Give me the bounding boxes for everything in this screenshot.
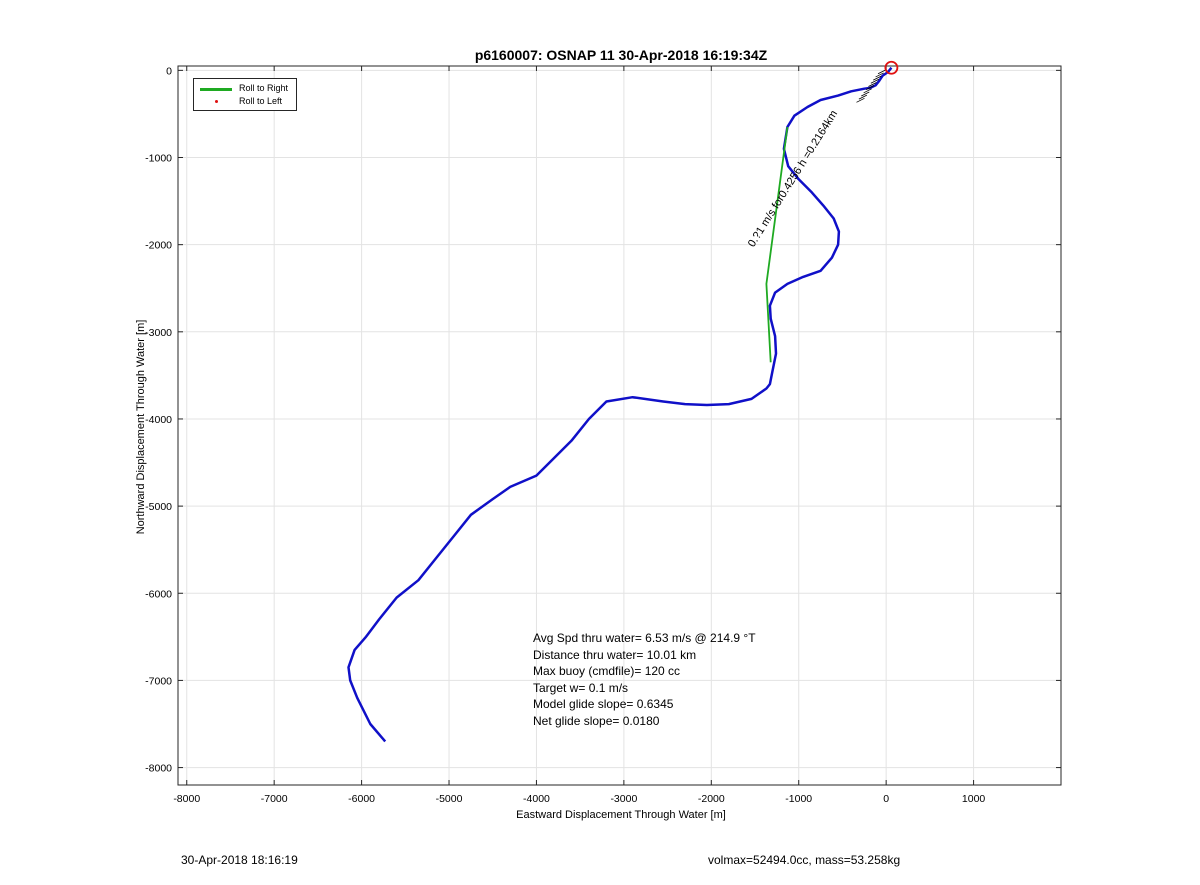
y-tick-label: -3000 — [145, 327, 172, 339]
x-axis-label: Eastward Displacement Through Water [m] — [516, 809, 726, 821]
grid-lines — [178, 66, 1061, 785]
x-tick-label: -8000 — [173, 793, 200, 805]
y-axis-label: Northward Displacement Through Water [m] — [135, 320, 147, 535]
y-axis: 0 -1000 -2000 -3000 -4000 -5000 -6000 -7000 -800… — [145, 65, 1061, 775]
legend-item-roll-left: Roll to Left — [194, 95, 296, 108]
stat-model-glide: Model glide slope= 0.6345 — [533, 697, 674, 711]
x-tick-label: -1000 — [785, 793, 812, 805]
legend-label: Roll to Right — [239, 83, 289, 93]
current-vector-glyph — [861, 91, 870, 97]
stat-distance: Distance thru water= 10.01 km — [533, 647, 697, 662]
y-tick-label: -7000 — [145, 675, 172, 687]
y-tick-label: -4000 — [145, 414, 172, 426]
stat-target-w: Target w= 0.1 m/s — [533, 680, 629, 695]
y-tick-label: -8000 — [145, 763, 172, 775]
footer-volmax: volmax=52494.0cc, mass=53.258kg — [708, 853, 901, 867]
x-tick-label: -5000 — [436, 793, 463, 805]
x-tick-label: 1000 — [962, 793, 986, 805]
x-tick-label: -7000 — [261, 793, 288, 805]
current-vector-glyph — [873, 75, 882, 81]
footer-timestamp: 30-Apr-2018 18:16:19 — [181, 853, 298, 867]
series-layer — [347, 66, 893, 743]
y-tick-label: -5000 — [145, 501, 172, 513]
stat-avg-speed: Avg Spd thru water= 6.53 m/s @ 214.9 °T — [533, 631, 756, 645]
roll-right-swatch — [200, 88, 232, 91]
stat-max-buoy: Max buoy (cmdfile)= 120 cc — [533, 664, 681, 678]
current-vector-glyph — [865, 85, 875, 90]
chart-title: p6160007: OSNAP 11 30-Apr-2018 16:19:34Z — [475, 47, 768, 63]
current-vector-glyph — [858, 94, 868, 100]
current-vector-glyph — [875, 72, 884, 78]
roll-left-swatch — [215, 100, 218, 103]
roll-right-series-line — [765, 126, 789, 363]
y-tick-label: -6000 — [145, 588, 172, 600]
x-tick-label: -3000 — [610, 793, 637, 805]
current-vector-glyph — [868, 82, 877, 87]
current-vector-glyph — [856, 97, 865, 103]
x-tick-label: -2000 — [698, 793, 725, 805]
y-tick-label: -1000 — [145, 153, 172, 165]
x-tick-label: -6000 — [348, 793, 375, 805]
y-tick-label: -2000 — [145, 240, 172, 252]
y-tick-label: 0 — [166, 65, 172, 77]
current-vector-glyph — [877, 69, 887, 75]
x-axis: -8000 -7000 -6000 -5000 -4000 -3000 -2000 -1000… — [173, 66, 985, 805]
current-vector-glyph — [863, 88, 872, 94]
stat-net-glide: Net glide slope= 0.0180 — [533, 713, 660, 728]
x-tick-label: -4000 — [523, 793, 550, 805]
legend-label: Roll to Left — [239, 96, 283, 106]
legend: Roll to Right Roll to Left — [193, 78, 297, 111]
legend-item-roll-right: Roll to Right — [194, 82, 296, 95]
start-circle-marker — [884, 60, 899, 75]
annotation-layer: 0.?1 m/s for0.4256 h =0.2164km — [746, 60, 899, 249]
x-tick-label: 0 — [883, 793, 889, 805]
plot-area-border — [177, 65, 1062, 786]
track-series-line — [347, 66, 893, 743]
current-vector-glyph — [870, 78, 880, 84]
current-annotation-label: 0.?1 m/s for0.4256 h =0.2164km — [746, 108, 840, 249]
dive-stats: Avg Spd thru water= 6.53 m/s @ 214.9 °T … — [533, 630, 756, 729]
